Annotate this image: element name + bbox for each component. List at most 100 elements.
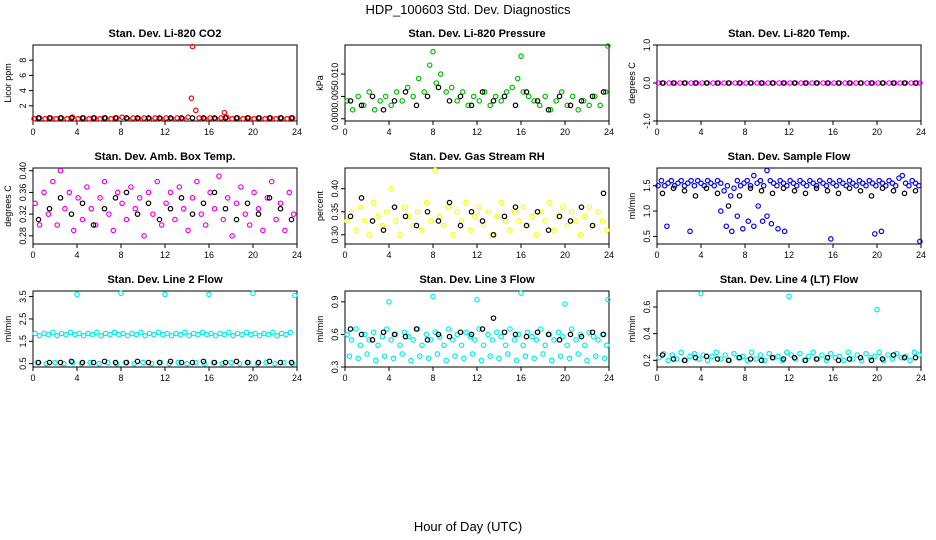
data-point [813,185,820,192]
data-point [728,228,735,235]
data-point [410,222,417,229]
data-point [504,351,511,357]
data-point [49,329,56,336]
data-point [463,329,469,336]
data-point [405,213,412,220]
x-tick-label: 4 [74,250,79,260]
data-point [677,80,683,86]
data-point [392,218,399,224]
data-point [88,205,95,212]
data-point [533,231,540,238]
data-point [57,115,64,121]
data-point [107,331,113,338]
data-point [383,208,390,215]
data-point [158,222,165,228]
data-point [414,208,421,215]
data-point [287,329,294,336]
data-point [827,350,834,357]
data-point [243,329,250,336]
data-point [189,43,196,50]
x-tick-label: 20 [248,250,258,260]
data-point [546,199,553,206]
data-point [220,216,227,223]
y-tick-label: 0.30 [330,226,340,244]
data-point [507,227,513,233]
data-point [413,102,420,109]
data-point [760,182,767,189]
data-point [233,115,240,121]
data-point [63,331,69,338]
data-point [476,98,483,104]
data-point [189,195,196,201]
data-point [458,342,465,349]
data-point [522,353,529,359]
data-point [266,195,273,201]
data-point [908,80,914,86]
data-point [156,216,163,223]
data-point [868,193,875,199]
data-point [435,218,442,224]
data-point [721,80,727,86]
data-point [419,227,425,233]
data-point [786,293,792,300]
data-point [797,350,803,357]
data-point [603,342,610,349]
data-point [681,357,688,364]
data-point [503,89,510,95]
data-point [355,93,362,100]
data-point [513,357,520,364]
data-point [200,115,207,121]
data-point [97,115,103,122]
data-point [863,182,869,189]
data-point [540,351,546,357]
data-point [747,185,754,192]
data-point [759,218,766,225]
data-point [123,359,130,366]
data-point [736,193,743,199]
data-point [291,292,298,299]
data-point [875,80,881,86]
data-point [380,329,387,336]
data-point [688,177,694,184]
data-point [432,167,439,174]
data-point [112,195,119,201]
series-selected [659,185,919,209]
data-point [195,331,201,338]
panel-title: Stan. Dev. Line 4 (LT) Flow [720,274,859,286]
data-point [36,332,43,339]
data-point [437,71,444,77]
data-point [846,185,853,192]
data-point [150,211,156,217]
data-point [892,182,899,189]
data-point [514,75,521,82]
data-point [224,195,231,201]
data-point [416,353,423,359]
data-point [589,222,596,229]
data-point [246,222,253,228]
data-point [736,354,743,361]
data-point [802,357,809,364]
data-point [427,218,434,224]
data-point [198,211,205,217]
data-point [879,185,886,192]
data-point [476,204,483,210]
data-point [863,350,869,357]
data-point [864,80,870,86]
data-point [758,357,765,364]
plot-frame [344,44,610,122]
data-point [221,109,228,116]
data-point [845,349,852,356]
data-point [813,80,820,86]
data-point [286,189,293,196]
data-point [114,189,121,196]
data-point [545,227,552,233]
data-point [272,360,278,367]
data-point [469,351,476,357]
data-point [222,359,229,366]
y-tick-label: 2.5 [18,313,28,326]
data-point [200,200,207,207]
data-point [803,182,810,189]
panel-2: Stan. Dev. Li-820 Pressure 0 4 8 12 16 20 24 0.0… [315,28,614,137]
data-point [136,195,143,201]
